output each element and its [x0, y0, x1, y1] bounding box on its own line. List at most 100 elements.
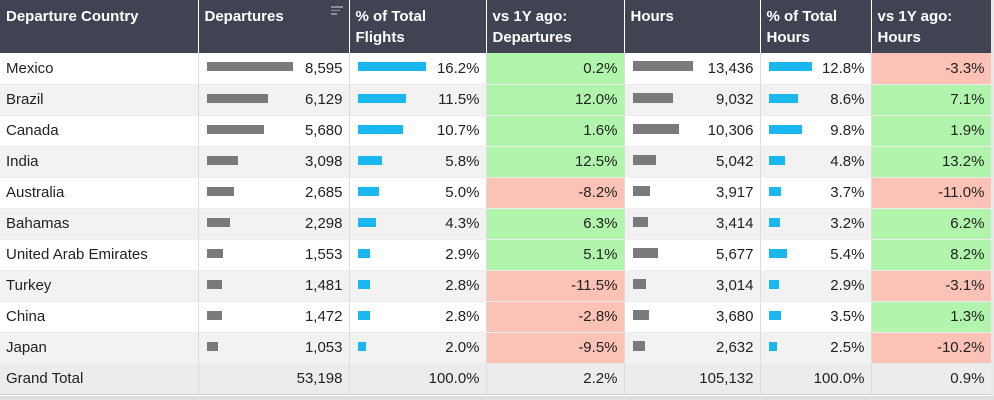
pct-hours-cell[interactable]: 2.5% — [760, 332, 872, 364]
pct-flights-cell[interactable]: 2.0% — [349, 332, 487, 364]
hours-cell[interactable]: 3,014 — [624, 270, 761, 302]
departures-cell[interactable]: 2,685 — [198, 177, 350, 209]
table-row[interactable]: Bahamas 2,298 4.3% 6.3% 3,414 3.2% 6.2% — [0, 208, 992, 240]
pct-hours-cell[interactable]: 4.8% — [760, 146, 872, 178]
departures-cell[interactable]: 1,053 — [198, 332, 350, 364]
pct-flights-cell[interactable]: 5.0% — [349, 177, 487, 209]
cell-value: 105,132 — [699, 370, 754, 387]
country-cell[interactable]: China — [0, 301, 199, 333]
hours-cell[interactable]: 13,436 — [624, 53, 761, 85]
vertical-scrollbar[interactable] — [991, 0, 994, 400]
pct-hours-cell[interactable]: 3.2% — [760, 208, 872, 240]
table-row[interactable]: India 3,098 5.8% 12.5% 5,042 4.8% 13.2% — [0, 146, 992, 178]
pct-hours-cell[interactable]: 3.7% — [760, 177, 872, 209]
country-cell[interactable]: India — [0, 146, 199, 178]
hours-cell[interactable]: 5,677 — [624, 239, 761, 271]
cell-value: Bahamas — [6, 215, 70, 232]
country-cell[interactable]: Japan — [0, 332, 199, 364]
table-row[interactable]: Mexico 8,595 16.2% 0.2% 13,436 12.8% -3.3% — [0, 53, 992, 85]
horizontal-scrollbar[interactable] — [0, 396, 994, 400]
cell-value: 3,014 — [715, 277, 754, 294]
hours-cell[interactable]: 2,632 — [624, 332, 761, 364]
table-row[interactable]: Canada 5,680 10.7% 1.6% 10,306 9.8% 1.9% — [0, 115, 992, 147]
table-row[interactable]: Japan 1,053 2.0% -9.5% 2,632 2.5% -10.2% — [0, 332, 992, 364]
country-cell[interactable]: United Arab Emirates — [0, 239, 199, 271]
header-pct-total-hours[interactable]: % of Total Hours — [760, 0, 872, 53]
vs-departures-cell[interactable]: -11.5% — [486, 270, 625, 302]
table-row[interactable]: Australia 2,685 5.0% -8.2% 3,917 3.7% -11.0% — [0, 177, 992, 209]
departures-cell[interactable]: 1,472 — [198, 301, 350, 333]
header-hours[interactable]: Hours — [624, 0, 761, 53]
header-vs-1y-departures[interactable]: vs 1Y ago: Departures — [486, 0, 625, 53]
vs-hours-cell[interactable]: 1.3% — [871, 301, 992, 333]
hours-cell-bar — [632, 61, 693, 71]
vs-departures-cell[interactable]: 6.3% — [486, 208, 625, 240]
vs-hours-cell[interactable]: 6.2% — [871, 208, 992, 240]
vs-departures-cell[interactable]: -2.8% — [486, 301, 625, 333]
vs-hours-cell[interactable]: -3.1% — [871, 270, 992, 302]
pct-flights-cell[interactable]: 4.3% — [349, 208, 487, 240]
pct-hours-cell[interactable]: 3.5% — [760, 301, 872, 333]
hours-cell[interactable]: 9,032 — [624, 84, 761, 116]
table-row[interactable]: China 1,472 2.8% -2.8% 3,680 3.5% 1.3% — [0, 301, 992, 333]
country-cell[interactable]: Bahamas — [0, 208, 199, 240]
pct-flights-cell[interactable]: 2.9% — [349, 239, 487, 271]
departures-cell[interactable]: 5,680 — [198, 115, 350, 147]
vs-departures-cell[interactable]: 12.5% — [486, 146, 625, 178]
country-cell[interactable]: Brazil — [0, 84, 199, 116]
vs-departures-cell[interactable]: 1.6% — [486, 115, 625, 147]
hours-cell-bar — [632, 185, 650, 196]
vs-hours-cell[interactable]: 7.1% — [871, 84, 992, 116]
pct-hours-cell[interactable]: 5.4% — [760, 239, 872, 271]
pct-hours-cell[interactable]: 8.6% — [760, 84, 872, 116]
hours-cell[interactable]: 10,306 — [624, 115, 761, 147]
departures-cell[interactable]: 2,298 — [198, 208, 350, 240]
pct-flights-cell[interactable]: 16.2% — [349, 53, 487, 85]
vs-hours-cell[interactable]: 8.2% — [871, 239, 992, 271]
country-cell[interactable]: Canada — [0, 115, 199, 147]
pct-flights-cell[interactable]: 10.7% — [349, 115, 487, 147]
departures-cell[interactable]: 3,098 — [198, 146, 350, 178]
pct-flights-cell[interactable]: 2.8% — [349, 270, 487, 302]
cell-value: Japan — [6, 339, 47, 356]
hours-cell[interactable]: 3,680 — [624, 301, 761, 333]
vs-hours-cell[interactable]: -3.3% — [871, 53, 992, 85]
departures-cell-bar — [206, 93, 268, 103]
vs-departures-cell[interactable]: 0.2% — [486, 53, 625, 85]
vs-hours-cell[interactable]: -10.2% — [871, 332, 992, 364]
table-row[interactable]: Turkey 1,481 2.8% -11.5% 3,014 2.9% -3.1% — [0, 270, 992, 302]
hours-cell-bar — [632, 309, 649, 320]
hours-cell[interactable]: 5,042 — [624, 146, 761, 178]
departures-cell[interactable]: 8,595 — [198, 53, 350, 85]
departures-cell[interactable]: 6,129 — [198, 84, 350, 116]
table-row[interactable]: United Arab Emirates 1,553 2.9% 5.1% 5,677 5.… — [0, 239, 992, 271]
departures-cell[interactable]: 1,481 — [198, 270, 350, 302]
pct-flights-cell[interactable]: 5.8% — [349, 146, 487, 178]
header-vs-1y-hours[interactable]: vs 1Y ago: Hours — [871, 0, 991, 53]
header-departures[interactable]: Departures — [198, 0, 350, 53]
header-departure-country[interactable]: Departure Country — [0, 0, 199, 53]
table-row[interactable]: Brazil 6,129 11.5% 12.0% 9,032 8.6% 7.1% — [0, 84, 992, 116]
pct-hours-cell[interactable]: 12.8% — [760, 53, 872, 85]
vs-departures-cell[interactable]: -9.5% — [486, 332, 625, 364]
pct-flights-cell[interactable]: 2.8% — [349, 301, 487, 333]
pct-hours-cell[interactable]: 2.9% — [760, 270, 872, 302]
vs-hours-cell[interactable]: 13.2% — [871, 146, 992, 178]
hours-cell[interactable]: 3,414 — [624, 208, 761, 240]
departures-cell[interactable]: 1,553 — [198, 239, 350, 271]
sort-icon[interactable] — [330, 6, 343, 18]
vs-departures-cell[interactable]: 12.0% — [486, 84, 625, 116]
cell-value: 9.8% — [830, 122, 865, 139]
pct-flights-cell[interactable]: 11.5% — [349, 84, 487, 116]
pct-flights-cell-bar — [357, 341, 366, 351]
country-cell[interactable]: Mexico — [0, 53, 199, 85]
hours-cell[interactable]: 3,917 — [624, 177, 761, 209]
vs-hours-cell[interactable]: -11.0% — [871, 177, 992, 209]
header-pct-total-flights[interactable]: % of Total Flights — [349, 0, 487, 53]
pct-hours-cell[interactable]: 9.8% — [760, 115, 872, 147]
vs-departures-cell[interactable]: -8.2% — [486, 177, 625, 209]
country-cell[interactable]: Turkey — [0, 270, 199, 302]
vs-departures-cell[interactable]: 5.1% — [486, 239, 625, 271]
vs-hours-cell[interactable]: 1.9% — [871, 115, 992, 147]
country-cell[interactable]: Australia — [0, 177, 199, 209]
